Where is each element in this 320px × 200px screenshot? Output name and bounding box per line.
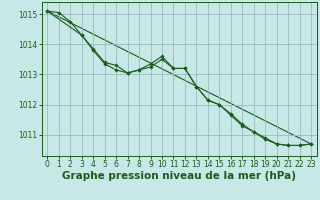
X-axis label: Graphe pression niveau de la mer (hPa): Graphe pression niveau de la mer (hPa)	[62, 171, 296, 181]
